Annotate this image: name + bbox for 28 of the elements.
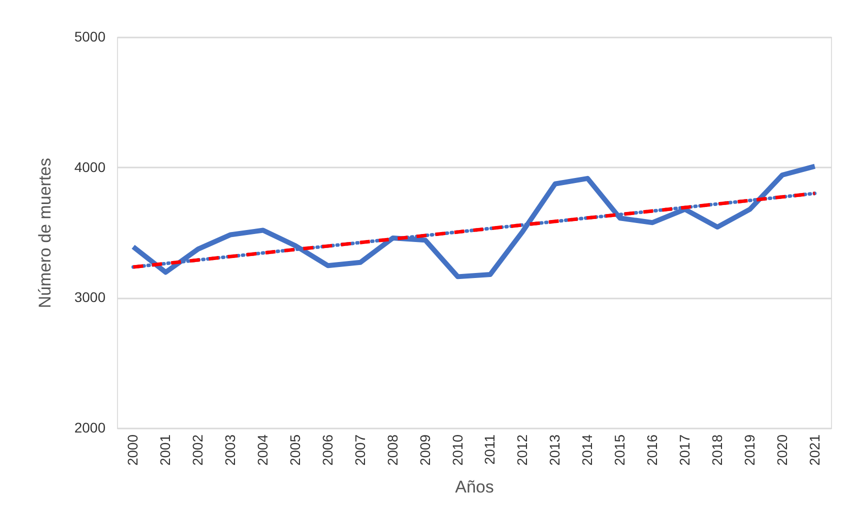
x-tick-label: 2003	[222, 434, 238, 466]
x-tick-label: 2006	[319, 434, 336, 466]
x-tick-label: 2002	[190, 434, 206, 466]
y-axis-title: Número de muertes	[35, 158, 54, 308]
x-tick-label: 2015	[612, 434, 628, 466]
x-tick-label: 2007	[352, 434, 368, 466]
x-tick-label: 2008	[384, 434, 400, 466]
x-tick-label: 2018	[708, 434, 725, 466]
x-tick-label: 2012	[514, 434, 530, 466]
x-axis-title: Años	[455, 478, 494, 497]
y-tick-label: 3000	[74, 289, 106, 306]
x-tick-label: 2014	[579, 434, 596, 466]
y-tick-label: 4000	[74, 158, 106, 175]
x-tick-label: 2016	[644, 434, 660, 466]
x-tick-label: 2004	[254, 434, 271, 466]
x-tick-label: 2010	[449, 434, 466, 466]
x-tick-label: 2005	[287, 434, 303, 466]
x-tick-label: 2019	[741, 434, 758, 466]
x-tick-label: 2000	[124, 434, 141, 466]
x-tick-label: 2020	[774, 434, 790, 466]
y-tick-label: 5000	[74, 28, 106, 44]
x-tick-label: 2001	[157, 434, 174, 466]
x-tick-label: 2017	[676, 434, 692, 466]
x-tick-label: 2021	[806, 434, 822, 466]
x-tick-label: 2009	[416, 434, 433, 466]
x-tick-label: 2013	[546, 434, 563, 466]
x-tick-label: 2011	[482, 434, 498, 465]
y-tick-label: 2000	[74, 420, 106, 436]
